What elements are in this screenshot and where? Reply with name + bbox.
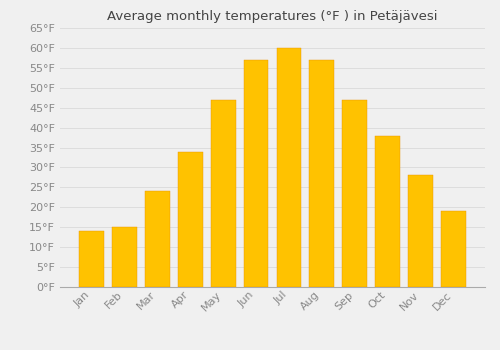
Bar xyxy=(211,100,236,287)
Bar xyxy=(276,48,301,287)
Bar xyxy=(342,100,367,287)
Bar xyxy=(80,231,104,287)
Bar xyxy=(244,60,268,287)
Bar xyxy=(178,152,203,287)
Bar xyxy=(310,60,334,287)
Bar xyxy=(441,211,466,287)
Title: Average monthly temperatures (°F ) in Petäjävesi: Average monthly temperatures (°F ) in Pe… xyxy=(107,10,438,23)
Bar xyxy=(376,135,400,287)
Bar xyxy=(112,227,137,287)
Bar xyxy=(408,175,433,287)
Bar xyxy=(145,191,170,287)
